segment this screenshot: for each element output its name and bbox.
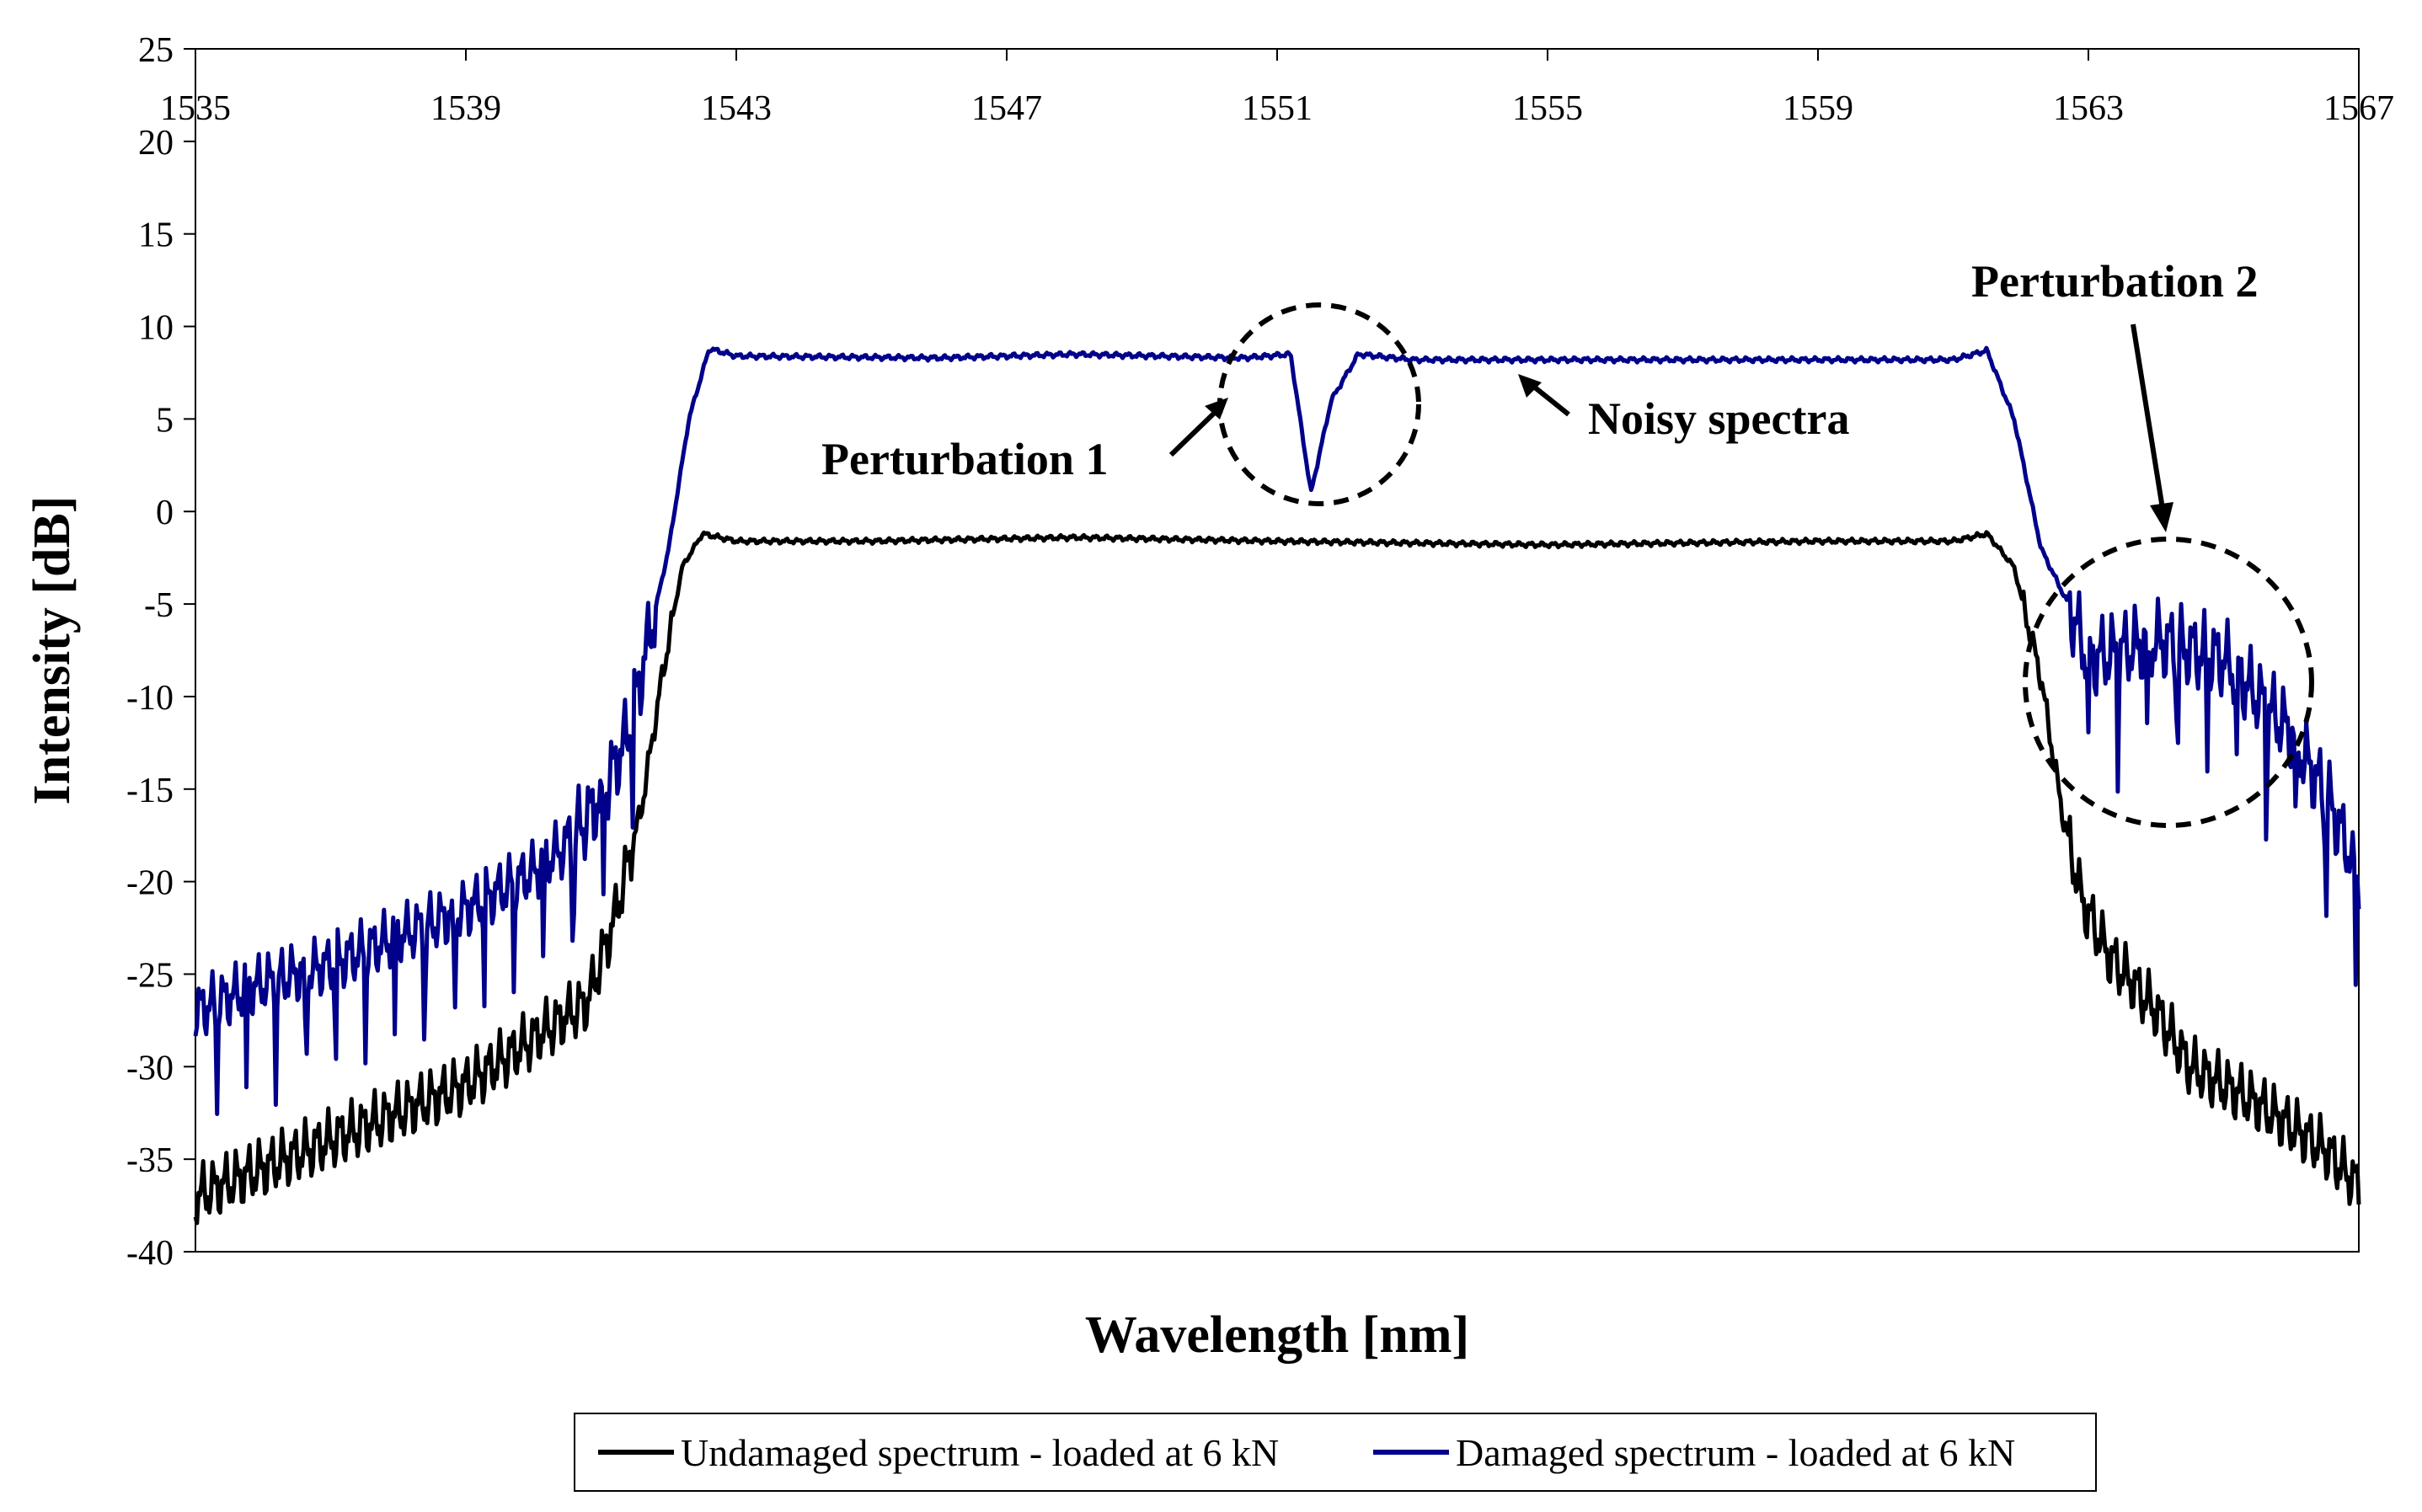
y-tick-label: 20	[138, 124, 174, 163]
x-tick-label: 1555	[1512, 89, 1583, 128]
annotation-noisy-spectra: Noisy spectra	[1518, 374, 1849, 444]
x-axis-title: Wavelength [nm]	[1085, 1306, 1469, 1364]
y-axis-title: Intensity [dB]	[24, 496, 81, 805]
noisy-spectra-arrowhead	[1518, 374, 1542, 398]
y-tick-label: -10	[126, 679, 174, 718]
perturbation-2-arrow	[2131, 323, 2166, 515]
legend-box	[574, 1413, 2097, 1492]
x-tick-label: 1567	[2323, 89, 2394, 128]
y-tick-label: -30	[126, 1049, 174, 1087]
perturbation-1-arrowhead	[1205, 398, 1228, 419]
y-tick-label: -15	[126, 772, 174, 810]
y-tick-label: 10	[138, 309, 174, 348]
series-layer	[193, 345, 2361, 1226]
series-line-undamaged	[193, 530, 2361, 1226]
y-tick-label: 15	[138, 216, 174, 255]
y-tick-label: 5	[156, 401, 174, 440]
y-tick-label: -35	[126, 1141, 174, 1180]
perturbation-1-label: Perturbation 1	[821, 434, 1108, 484]
x-tick-label: 1547	[971, 89, 1042, 128]
x-tick-label: 1551	[1242, 89, 1313, 128]
x-tick-label: 1539	[430, 89, 501, 128]
y-tick-label: 0	[156, 494, 174, 532]
legend-label-undamaged: Undamaged spectrum - loaded at 6 kN	[681, 1431, 1279, 1474]
y-tick-label: -25	[126, 956, 174, 995]
perturbation-2-label: Perturbation 2	[1971, 256, 2258, 307]
y-tick-label: -40	[126, 1234, 174, 1273]
legend-label-damaged: Damaged spectrum - loaded at 6 kN	[1456, 1431, 2015, 1474]
x-tick-label: 1559	[1783, 89, 1853, 128]
y-tick-label: 25	[138, 31, 174, 70]
y-tick-label: -5	[144, 586, 174, 625]
y-tick-labels: 25 20 15 10 5 0 -5 -10 -15 -20 -25 -30 -35 -40	[126, 31, 174, 1273]
perturbation-1-arrow	[1168, 403, 1224, 457]
perturbation-2-arrowhead	[2150, 502, 2173, 532]
axis-ticks	[184, 48, 2360, 1253]
x-tick-label: 1543	[701, 89, 772, 128]
annotation-perturbation-2: Perturbation 2	[1971, 256, 2314, 828]
x-tick-labels: 1535 1539 1543 1547 1551 1555 1559 1563 1567	[160, 89, 2394, 128]
x-tick-label: 1535	[160, 89, 231, 128]
perturbation-2-circle	[2023, 537, 2314, 828]
annotation-perturbation-1: Perturbation 1	[821, 302, 1421, 506]
noisy-spectra-label: Noisy spectra	[1588, 393, 1849, 444]
legend: Undamaged spectrum - loaded at 6 kN Dama…	[574, 1413, 2097, 1492]
y-tick-label: -20	[126, 864, 174, 903]
x-tick-label: 1563	[2053, 89, 2124, 128]
series-line-damaged	[193, 345, 2361, 1116]
